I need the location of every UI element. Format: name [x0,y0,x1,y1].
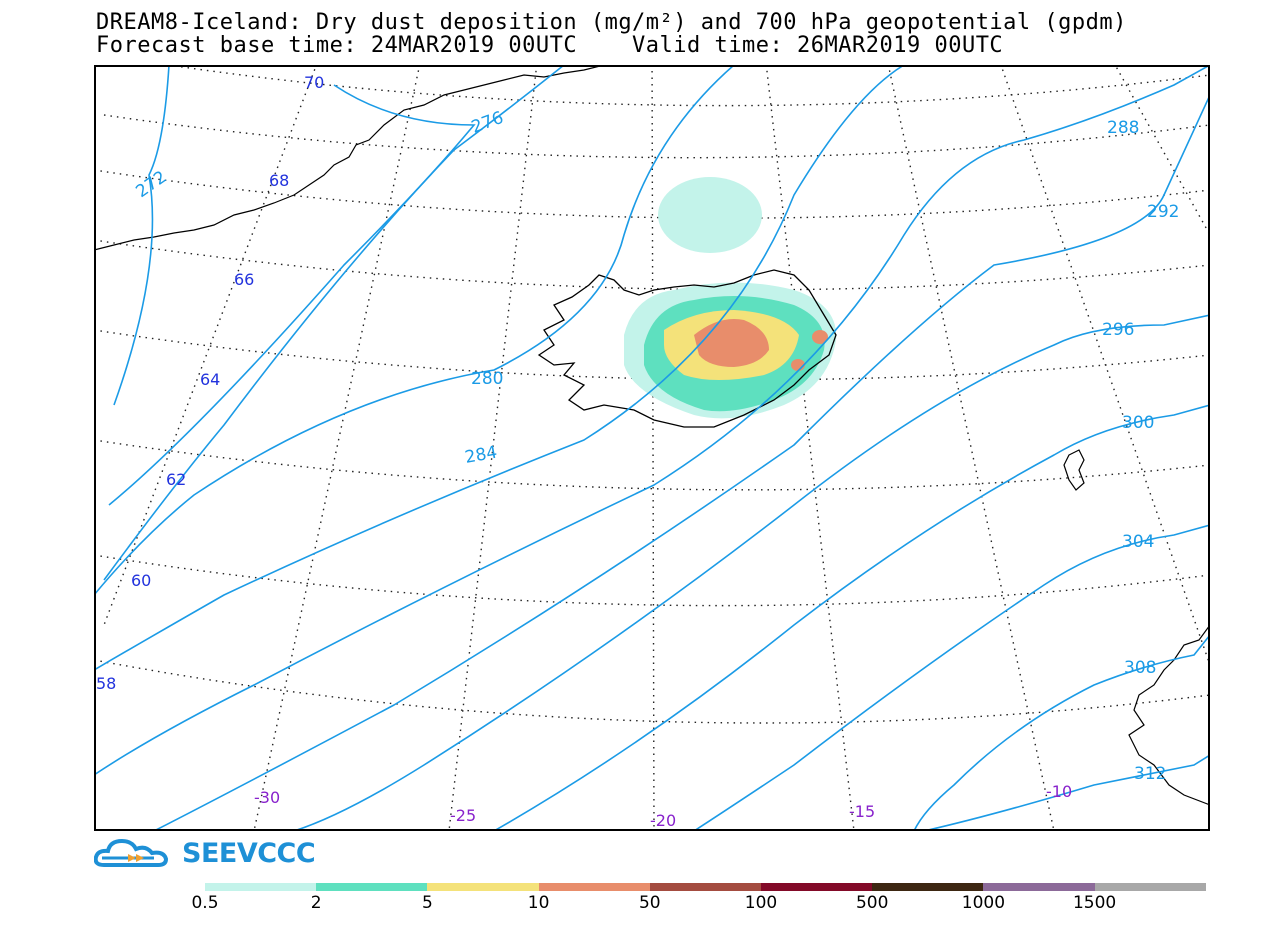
colorbar-label: 50 [638,893,661,913]
longitude-label: -20 [650,811,676,830]
latitude-label: 62 [166,470,186,489]
forecast-map: 272 276 280 284 288 292 296 300 304 308 … [94,65,1210,831]
faroe-coastline [1063,449,1085,491]
longitude-label: -15 [849,802,875,821]
longitude-graticule [103,65,1210,831]
latitude-label: 58 [96,674,116,693]
colorbar-label: 0.5 [191,893,219,913]
colorbar-label: 500 [855,893,889,913]
map-background [94,65,1210,831]
colorbar-swatch [649,883,761,891]
colorbar-swatch [205,883,317,891]
scotland-coastline [1128,624,1210,806]
colorbar-label: 10 [527,893,550,913]
logo-text: SEEVCCC [182,838,316,869]
latitude-label: 68 [269,171,289,190]
latitude-label: 66 [234,270,254,289]
contour-label: 304 [1122,532,1154,552]
contour-label: 280 [471,369,503,389]
greenland-coastline [94,65,605,251]
cloud-logo-icon [94,838,169,867]
colorbar-label: 5 [421,893,433,913]
contour-label: 288 [1107,118,1139,138]
dust-colorbar [205,883,1206,891]
colorbar-swatch [427,883,539,891]
latitude-label: 60 [131,571,151,590]
colorbar-swatch [1094,883,1206,891]
colorbar-swatch [983,883,1095,891]
contour-label: 292 [1147,202,1179,222]
contour-label: 312 [1134,764,1166,784]
longitude-label: -25 [450,806,476,825]
dust-deposition-field [624,177,837,419]
latitude-label: 70 [304,73,324,92]
map-frame [94,65,1210,831]
colorbar-swatch [316,883,428,891]
colorbar-label: 1500 [1072,893,1117,913]
contour-label: 296 [1102,320,1134,340]
geopotential-contours [94,65,1210,831]
colorbar-swatch [760,883,873,891]
colorbar-label: 100 [744,893,778,913]
map-subtitle: Forecast base time: 24MAR2019 00UTC Vali… [96,33,1004,58]
contour-label: 308 [1124,658,1156,678]
colorbar-label: 1000 [961,893,1006,913]
colorbar-swatch [538,883,650,891]
longitude-label: -30 [254,788,280,807]
map-title: DREAM8-Iceland: Dry dust deposition (mg/… [96,10,1127,35]
colorbar-swatch [872,883,984,891]
longitude-label: -10 [1046,782,1072,801]
iceland-coastline [537,269,837,428]
colorbar-label: 2 [310,893,322,913]
contour-label: 300 [1122,413,1154,433]
latitude-label: 64 [200,370,220,389]
